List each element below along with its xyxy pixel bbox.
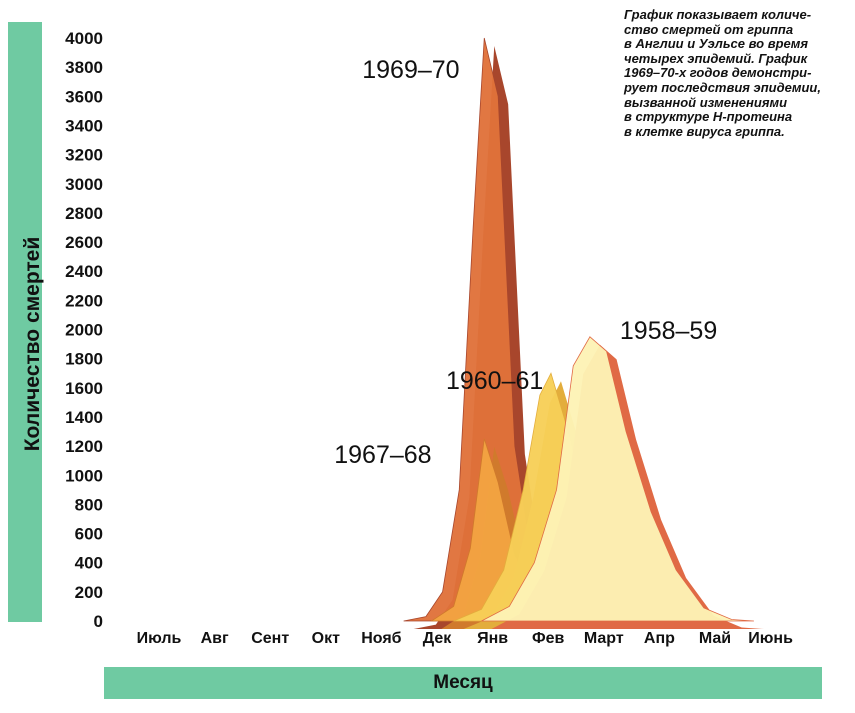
y-tick-label: 3800: [65, 58, 103, 77]
series-label-1967-68: 1967–68: [334, 441, 431, 469]
x-tick-label: Окт: [312, 630, 340, 647]
y-tick-label: 2200: [65, 291, 103, 310]
y-tick-label: 400: [75, 554, 103, 573]
x-tick-label: Авг: [201, 630, 229, 647]
series-areas: [403, 37, 764, 629]
y-tick-label: 600: [75, 525, 103, 544]
series-labels: 1969–70 1967–68 1960–61 1958–59: [334, 56, 717, 469]
y-tick-label: 800: [75, 495, 103, 514]
x-tick-label: Фев: [532, 630, 565, 647]
y-tick-label: 4000: [65, 29, 103, 48]
y-tick-label: 2800: [65, 204, 103, 223]
y-tick-label: 3400: [65, 116, 103, 135]
x-tick-label: Март: [584, 630, 624, 647]
y-tick-label: 200: [75, 583, 103, 602]
series-label-1958-59: 1958–59: [620, 317, 717, 345]
y-tick-label: 1200: [65, 437, 103, 456]
x-tick-label: Май: [699, 630, 731, 647]
y-tick-label: 1800: [65, 350, 103, 369]
y-tick-label: 3600: [65, 87, 103, 106]
y-tick-label: 3200: [65, 146, 103, 165]
x-tick-label: Сент: [251, 630, 289, 647]
x-tick-label: Июнь: [748, 630, 793, 647]
y-axis-label-band: Количество смертей: [8, 22, 44, 622]
x-axis-label-band: Месяц: [104, 667, 822, 699]
series-label-1969-70: 1969–70: [362, 56, 459, 84]
x-tick-label: Янв: [477, 630, 508, 647]
x-tick-label: Июль: [137, 630, 182, 647]
series-area-1958-59: [481, 336, 754, 622]
x-tick-label: Дек: [423, 630, 452, 647]
x-tick-label: Нояб: [361, 630, 401, 647]
x-tick-label: Апр: [644, 630, 675, 647]
x-tick-labels: Июль Авг Сент Окт Нояб Дек Янв Фев Март Апр Май Июн…: [137, 630, 793, 647]
y-tick-label: 1000: [65, 466, 103, 485]
y-tick-labels: 0 200 400 600 800 1000 1200 1400 1600 1800 2000 220…: [65, 29, 103, 631]
y-tick-label: 2400: [65, 262, 103, 281]
y-tick-label: 2000: [65, 321, 103, 340]
y-tick-label: 1600: [65, 379, 103, 398]
series-label-1960-61: 1960–61: [446, 367, 543, 395]
y-tick-label: 3000: [65, 175, 103, 194]
y-tick-label: 1400: [65, 408, 103, 427]
x-axis-title: Месяц: [433, 672, 493, 693]
chart-caption: График показывает количе- ство смертей о…: [624, 7, 821, 139]
y-tick-label: 0: [94, 612, 103, 631]
y-tick-label: 2600: [65, 233, 103, 252]
